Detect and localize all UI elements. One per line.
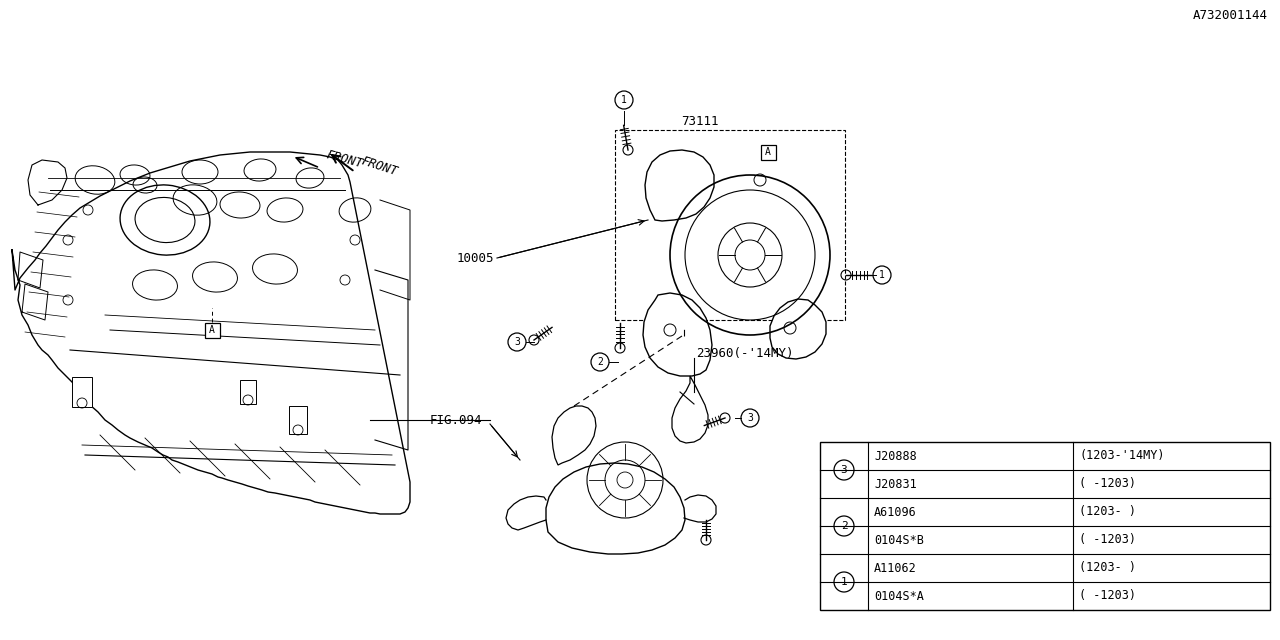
Polygon shape [672, 376, 708, 443]
Text: 2: 2 [841, 521, 847, 531]
Text: 1: 1 [621, 95, 627, 105]
Bar [760, 145, 776, 159]
Polygon shape [645, 150, 714, 221]
Text: (1203-'14MY): (1203-'14MY) [1079, 449, 1165, 463]
Text: 3: 3 [515, 337, 520, 347]
Text: 3: 3 [748, 413, 753, 423]
Bar [241, 380, 256, 404]
Text: A: A [209, 325, 215, 335]
Text: FRONT: FRONT [325, 148, 365, 171]
Text: J20888: J20888 [874, 449, 916, 463]
Bar [72, 377, 92, 407]
Text: (1203- ): (1203- ) [1079, 561, 1137, 575]
Text: FRONT: FRONT [360, 154, 399, 178]
Polygon shape [771, 299, 826, 359]
Polygon shape [547, 463, 685, 554]
Text: 0104S*B: 0104S*B [874, 534, 924, 547]
Text: ( -1203): ( -1203) [1079, 477, 1137, 490]
Text: 2: 2 [596, 357, 603, 367]
Polygon shape [12, 152, 410, 514]
Text: 0104S*A: 0104S*A [874, 589, 924, 602]
Bar [614, 130, 845, 320]
Text: 73111: 73111 [681, 115, 719, 128]
Text: ( -1203): ( -1203) [1079, 534, 1137, 547]
Text: J20831: J20831 [874, 477, 916, 490]
Text: (1203- ): (1203- ) [1079, 506, 1137, 518]
Text: A: A [765, 147, 771, 157]
Bar [205, 323, 219, 337]
Text: 1: 1 [879, 270, 884, 280]
Text: A11062: A11062 [874, 561, 916, 575]
Text: 23960(-'14MY): 23960(-'14MY) [696, 348, 794, 360]
Bar [820, 442, 1270, 610]
Text: FIG.094: FIG.094 [430, 413, 483, 426]
Text: 3: 3 [841, 465, 847, 475]
Text: ( -1203): ( -1203) [1079, 589, 1137, 602]
Text: 10005: 10005 [457, 252, 494, 264]
Polygon shape [643, 293, 712, 376]
Polygon shape [552, 406, 596, 465]
Text: 1: 1 [841, 577, 847, 587]
Bar [289, 406, 307, 434]
Text: A61096: A61096 [874, 506, 916, 518]
Text: A732001144: A732001144 [1193, 9, 1268, 22]
